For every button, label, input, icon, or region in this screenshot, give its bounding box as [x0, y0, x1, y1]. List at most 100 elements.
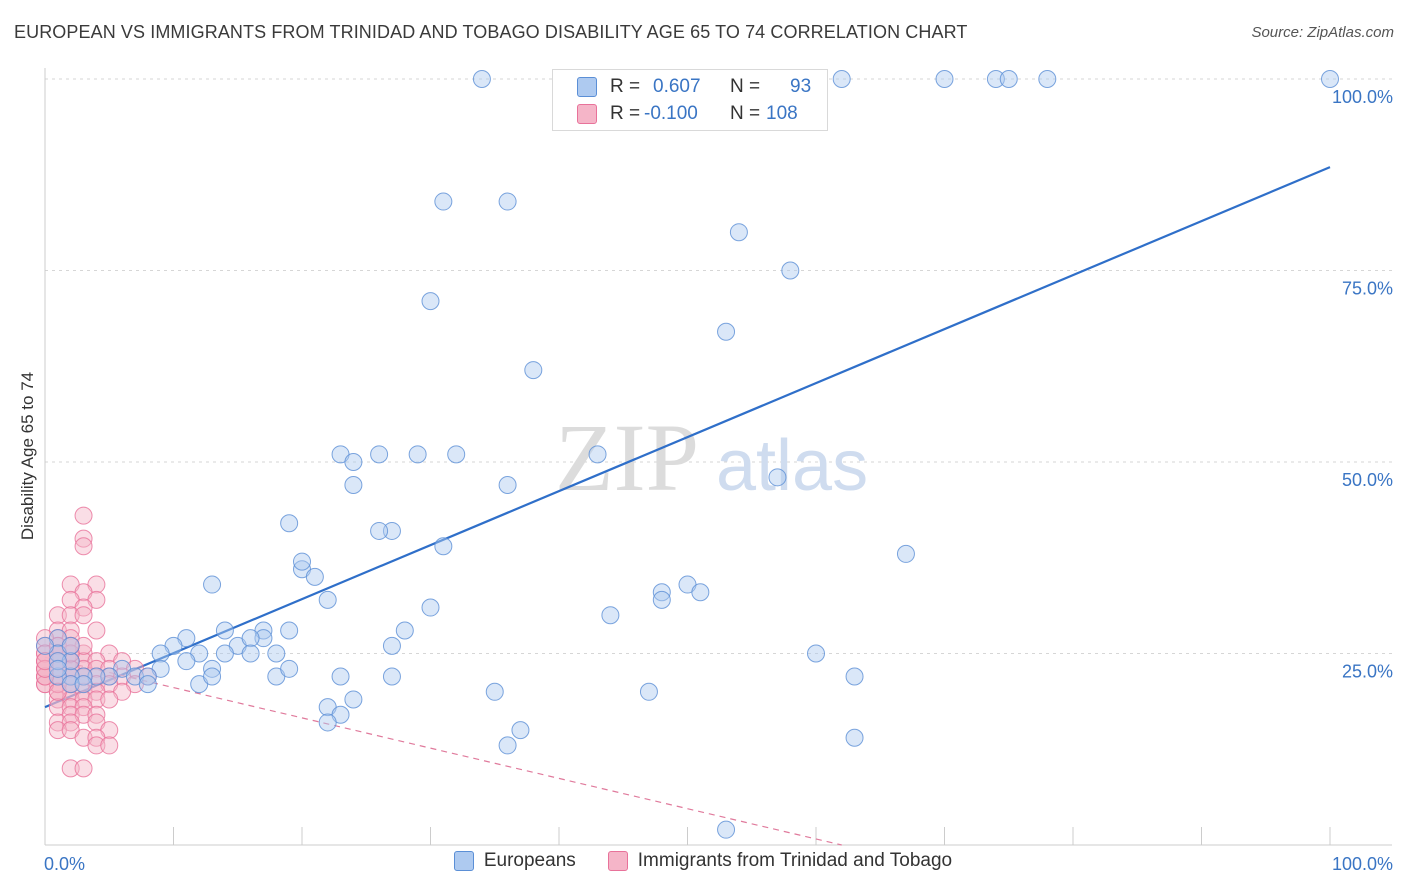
point-europeans: [382, 636, 401, 655]
legend-swatch-europeans: [453, 851, 474, 871]
stats-legend: R = 0.607 N = 93 R = -0.100 N = 108: [552, 69, 828, 131]
y-tick-label: 100.0%: [1332, 87, 1393, 107]
stats-r-value: -0.100: [644, 102, 698, 124]
point-europeans: [511, 721, 530, 740]
point-immigrants: [74, 529, 93, 548]
point-immigrants: [74, 506, 93, 525]
point-europeans: [652, 583, 671, 602]
point-europeans: [267, 644, 286, 663]
point-europeans: [434, 192, 453, 211]
point-europeans: [845, 667, 864, 686]
watermark: ZIP atlas: [555, 404, 868, 511]
point-europeans: [729, 223, 748, 242]
stats-n-label: N =: [730, 102, 761, 124]
point-europeans: [138, 667, 157, 686]
point-europeans: [498, 736, 517, 755]
stats-swatch-pink: [577, 103, 597, 124]
point-europeans: [601, 606, 620, 625]
point-europeans: [318, 590, 337, 609]
point-europeans: [845, 728, 864, 747]
point-europeans: [331, 667, 350, 686]
stats-swatch-blue: [577, 76, 597, 97]
y-tick-label: 75.0%: [1342, 279, 1393, 299]
point-europeans: [781, 261, 800, 280]
point-europeans: [318, 713, 337, 732]
point-europeans: [61, 675, 80, 694]
point-europeans: [1321, 70, 1339, 88]
legend-label-immigrants: Immigrants from Trinidad and Tobago: [637, 850, 953, 871]
watermark-atlas: atlas: [716, 426, 868, 506]
point-europeans: [588, 445, 607, 464]
gridlines: [45, 78, 1392, 654]
point-europeans: [280, 514, 299, 533]
point-europeans: [280, 659, 299, 678]
point-europeans: [61, 636, 80, 655]
point-europeans: [768, 468, 787, 487]
point-europeans: [395, 621, 414, 640]
point-immigrants: [61, 606, 80, 625]
y-axis-label: Disability Age 65 to 74: [18, 372, 37, 540]
point-europeans: [485, 682, 504, 701]
point-europeans: [215, 621, 234, 640]
x-tick-label: 0.0%: [44, 854, 85, 874]
point-europeans: [498, 475, 517, 494]
point-immigrants: [74, 606, 93, 625]
legend-item-immigrants[interactable]: Immigrants from Trinidad and Tobago: [607, 850, 953, 872]
point-europeans: [717, 322, 736, 341]
point-europeans: [832, 70, 851, 88]
point-immigrants: [100, 690, 119, 709]
stats-n-value: 93: [790, 75, 812, 97]
y-tick-label: 50.0%: [1342, 470, 1393, 490]
point-europeans: [382, 521, 401, 540]
axes: [44, 68, 1392, 846]
chart-legend: Europeans Immigrants from Trinidad and T…: [0, 850, 1406, 872]
point-europeans: [1038, 70, 1057, 88]
point-immigrants: [87, 736, 106, 755]
point-europeans: [36, 636, 54, 655]
series-europeans-points: [36, 70, 1339, 839]
point-europeans: [370, 521, 389, 540]
point-europeans: [177, 652, 196, 671]
point-europeans: [344, 690, 363, 709]
point-immigrants: [87, 621, 106, 640]
point-europeans: [280, 621, 299, 640]
point-europeans: [203, 667, 222, 686]
stats-n-label: N =: [730, 75, 761, 97]
point-immigrants: [61, 759, 80, 778]
point-immigrants: [48, 606, 67, 625]
point-europeans: [305, 567, 324, 586]
stats-n-value: 108: [766, 102, 798, 124]
point-europeans: [717, 820, 736, 839]
legend-item-europeans[interactable]: Europeans: [453, 850, 576, 872]
point-europeans: [999, 70, 1018, 88]
point-europeans: [138, 675, 157, 694]
point-europeans: [498, 192, 517, 211]
point-europeans: [293, 552, 311, 571]
source-label: Source: ZipAtlas.com: [1251, 24, 1394, 41]
point-europeans: [639, 682, 658, 701]
point-europeans: [408, 445, 427, 464]
point-europeans: [434, 537, 453, 556]
point-europeans: [344, 475, 363, 494]
point-immigrants: [74, 759, 93, 778]
legend-label-europeans: Europeans: [483, 850, 576, 871]
watermark-zip: ZIP: [555, 404, 699, 511]
point-europeans: [241, 644, 260, 663]
point-immigrants: [100, 736, 119, 755]
point-europeans: [74, 675, 93, 694]
point-europeans: [691, 583, 710, 602]
stats-r-value: 0.607: [653, 75, 701, 97]
point-immigrants: [48, 721, 67, 740]
trend-line-immigrants: [44, 656, 842, 846]
point-europeans: [652, 590, 671, 609]
point-europeans: [986, 70, 1005, 88]
y-tick-label: 25.0%: [1342, 662, 1393, 682]
point-europeans: [421, 292, 440, 311]
trend-lines: [44, 166, 1331, 846]
axis-labels: 25.0% 50.0% 75.0% 100.0% 0.0% 100.0% Disabilit…: [18, 87, 1393, 874]
stats-r-label: R =: [610, 102, 641, 124]
point-europeans: [254, 629, 273, 648]
point-europeans: [100, 667, 119, 686]
point-europeans: [382, 667, 401, 686]
